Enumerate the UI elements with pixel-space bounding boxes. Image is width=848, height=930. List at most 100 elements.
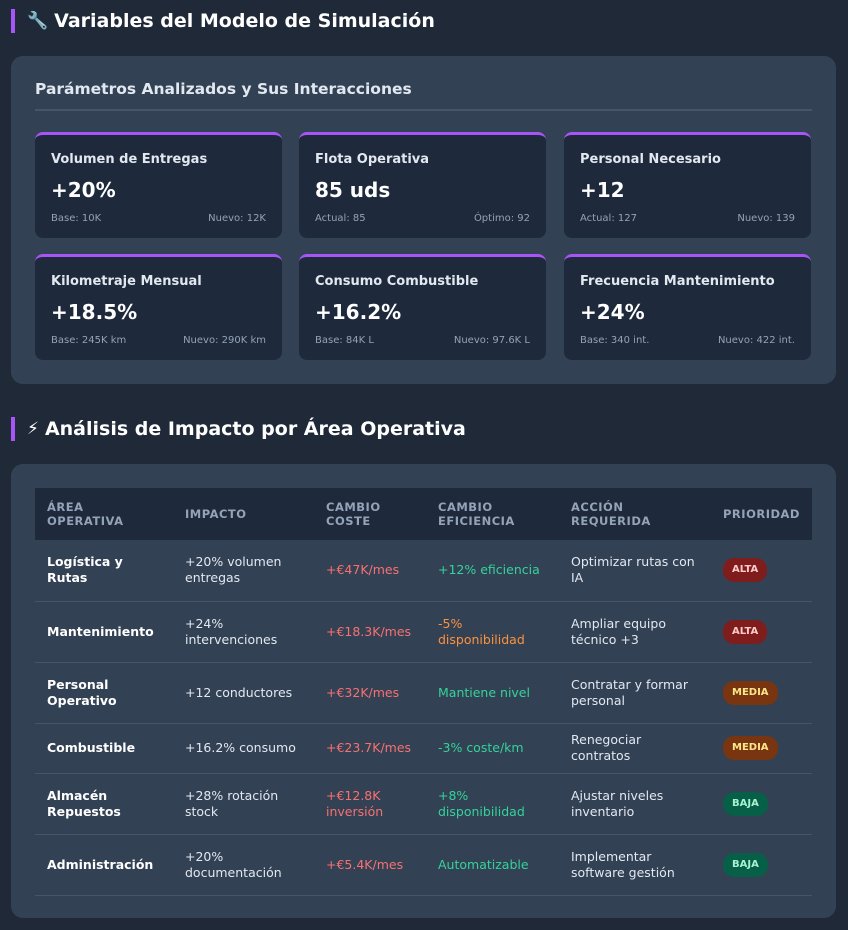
cell-action: Implementar software gestión <box>559 834 711 896</box>
cell-priority: MEDIA <box>711 662 812 724</box>
wrench-icon: 🔧 <box>27 11 49 31</box>
card-value: +12 <box>580 178 625 202</box>
card-footer: Base: 84K L Nuevo: 97.6K L <box>315 335 530 346</box>
metric-card: Consumo Combustible +16.2% Base: 84K L Nuev… <box>299 254 546 360</box>
card-new: Nuevo: 139 <box>737 213 795 224</box>
cell-efficiency: Mantiene nivel <box>426 662 559 724</box>
metric-card: Volumen de Entregas +20% Base: 10K Nuevo: 1… <box>35 132 282 238</box>
table-row: Logística y Rutas +20% volumen entregas +€… <box>35 540 812 602</box>
card-value: +20% <box>51 178 116 202</box>
cell-priority: BAJA <box>711 834 812 896</box>
metric-card: Flota Operativa 85 uds Actual: 85 Óptimo: 9… <box>299 132 546 238</box>
metric-card: Frecuencia Mantenimiento +24% Base: 340 in… <box>564 254 811 360</box>
column-header: ACCIÓN REQUERIDA <box>571 500 651 528</box>
section-title-variables: 🔧 Variables del Modelo de Simulación <box>11 9 435 33</box>
card-base: Actual: 127 <box>580 213 637 224</box>
section-title-impact: ⚡ Análisis de Impacto por Área Operativa <box>11 417 466 441</box>
cell-cost: +€32K/mes <box>314 662 426 724</box>
cell-cost: +€47K/mes <box>314 540 426 602</box>
table-row: Mantenimiento +24% intervenciones +€18.3K/… <box>35 601 812 663</box>
card-new: Nuevo: 290K km <box>183 335 266 346</box>
card-label: Kilometraje Mensual <box>51 274 202 289</box>
cell-action: Contratar y formar personal <box>559 662 711 724</box>
card-new: Nuevo: 97.6K L <box>453 335 530 346</box>
card-footer: Base: 340 int. Nuevo: 422 int. <box>580 335 795 346</box>
card-value: 85 uds <box>315 178 391 202</box>
priority-badge: ALTA <box>723 619 768 644</box>
table-header-row: ÁREA OPERATIVA IMPACTO CAMBIO COSTE CAMBIO … <box>35 488 812 540</box>
cell-cost: +€5.4K/mes <box>314 834 426 896</box>
priority-badge: MEDIA <box>723 680 778 705</box>
table-row: Personal Operativo +12 conductores +€32K/m… <box>35 662 812 724</box>
card-base: Base: 340 int. <box>580 335 650 346</box>
card-base: Base: 245K km <box>51 335 127 346</box>
card-base: Base: 84K L <box>315 335 374 346</box>
card-base: Actual: 85 <box>315 213 366 224</box>
lightning-icon: ⚡ <box>27 419 39 439</box>
section-title-text: Variables del Modelo de Simulación <box>54 10 435 32</box>
card-label: Frecuencia Mantenimiento <box>580 274 775 289</box>
card-label: Consumo Combustible <box>315 274 479 289</box>
cell-impact: +20% documentación <box>173 834 314 896</box>
table-row: Almacén Repuestos +28% rotación stock +€12… <box>35 773 812 835</box>
parameters-panel: Parámetros Analizados y Sus Interaccione… <box>11 56 836 384</box>
card-footer: Actual: 85 Óptimo: 92 <box>315 213 530 224</box>
priority-badge: BAJA <box>723 791 768 816</box>
card-base: Base: 10K <box>51 213 102 224</box>
card-footer: Base: 10K Nuevo: 12K <box>51 213 266 224</box>
cell-efficiency: +12% eficiencia <box>426 540 559 602</box>
card-label: Flota Operativa <box>315 152 430 167</box>
cell-impact: +16.2% consumo <box>173 723 314 774</box>
priority-badge: MEDIA <box>723 736 778 760</box>
cell-cost: +€12.8K inversión <box>314 773 426 835</box>
column-header: ÁREA OPERATIVA <box>47 500 124 528</box>
priority-badge: ALTA <box>723 558 768 583</box>
card-new: Nuevo: 12K <box>208 213 266 224</box>
card-label: Volumen de Entregas <box>51 152 208 167</box>
cell-impact: +24% intervenciones <box>173 601 314 663</box>
metric-card: Kilometraje Mensual +18.5% Base: 245K km Nu… <box>35 254 282 360</box>
cell-action: Ampliar equipo técnico +3 <box>559 601 711 663</box>
cell-cost: +€18.3K/mes <box>314 601 426 663</box>
priority-badge: BAJA <box>723 852 768 877</box>
column-header: CAMBIO EFICIENCIA <box>438 500 515 528</box>
card-value: +16.2% <box>315 300 402 324</box>
cell-area: Personal Operativo <box>35 662 173 724</box>
table-row: Combustible +16.2% consumo +€23.7K/mes -3% … <box>35 723 812 774</box>
cell-action: Renegociar contratos <box>559 723 711 774</box>
card-value: +18.5% <box>51 300 138 324</box>
card-label: Personal Necesario <box>580 152 721 167</box>
cell-impact: +12 conductores <box>173 662 314 724</box>
cell-efficiency: +8% disponibilidad <box>426 773 559 835</box>
cell-priority: BAJA <box>711 773 812 835</box>
column-header: IMPACTO <box>185 507 247 521</box>
section-title-text: Análisis de Impacto por Área Operativa <box>44 418 466 440</box>
cell-area: Mantenimiento <box>35 601 173 663</box>
cell-action: Optimizar rutas con IA <box>559 540 711 602</box>
cell-action: Ajustar niveles inventario <box>559 773 711 835</box>
card-new: Nuevo: 422 int. <box>717 335 795 346</box>
metric-card: Personal Necesario +12 Actual: 127 Nuevo: 1… <box>564 132 811 238</box>
impact-table: ÁREA OPERATIVA IMPACTO CAMBIO COSTE CAMBIO … <box>35 488 812 896</box>
panel-heading: Parámetros Analizados y Sus Interaccione… <box>35 80 812 111</box>
card-new: Óptimo: 92 <box>473 213 530 224</box>
column-header: CAMBIO COSTE <box>326 500 381 528</box>
cell-area: Logística y Rutas <box>35 540 173 602</box>
column-header: PRIORIDAD <box>723 507 800 521</box>
cell-priority: ALTA <box>711 601 812 663</box>
cell-impact: +20% volumen entregas <box>173 540 314 602</box>
cell-priority: ALTA <box>711 540 812 602</box>
cell-cost: +€23.7K/mes <box>314 723 426 774</box>
cell-efficiency: -5% disponibilidad <box>426 601 559 663</box>
cell-impact: +28% rotación stock <box>173 773 314 835</box>
table-row: Administración +20% documentación +€5.4K/m… <box>35 834 812 896</box>
impact-panel: ÁREA OPERATIVA IMPACTO CAMBIO COSTE CAMBIO … <box>11 464 836 918</box>
card-footer: Actual: 127 Nuevo: 139 <box>580 213 795 224</box>
cell-area: Almacén Repuestos <box>35 773 173 835</box>
cell-efficiency: Automatizable <box>426 834 559 896</box>
card-value: +24% <box>580 300 645 324</box>
cell-area: Combustible <box>35 723 173 774</box>
cell-priority: MEDIA <box>711 723 812 774</box>
cell-efficiency: -3% coste/km <box>426 723 559 774</box>
card-footer: Base: 245K km Nuevo: 290K km <box>51 335 266 346</box>
